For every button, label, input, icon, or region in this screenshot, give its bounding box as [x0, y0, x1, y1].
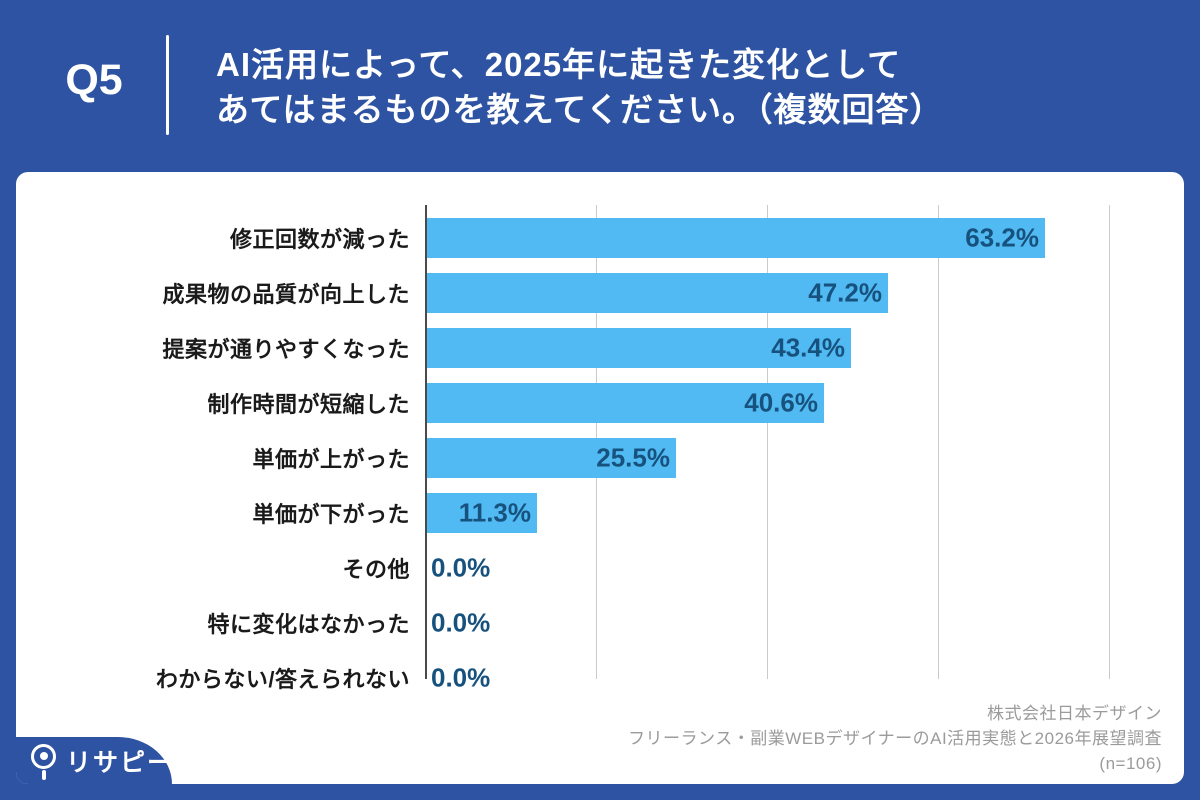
bar: [427, 327, 851, 368]
chart-card: 修正回数が減った 63.2% 成果物の品質が向上した 47.2% 提案が通りやすくなった…: [16, 172, 1184, 784]
value-label: 25.5%: [596, 442, 670, 472]
value-label: 11.3%: [458, 497, 531, 527]
bar-track: 40.6%: [425, 382, 1184, 423]
magnifier-icon: [28, 741, 60, 781]
chart-row: 提案が通りやすくなった 43.4%: [16, 320, 1184, 375]
chart-row: 成果物の品質が向上した 47.2%: [16, 265, 1184, 320]
bar-track: 0.0%: [425, 603, 1184, 643]
question-number: Q5: [65, 56, 123, 104]
page-title: AI活用によって、2025年に起きた変化として あてはまるものを教えてください。…: [216, 42, 944, 132]
chart-row: 単価が上がった 25.5%: [16, 430, 1184, 485]
chart-row: 制作時間が短縮した 40.6%: [16, 375, 1184, 430]
value-label: 0.0%: [431, 607, 491, 637]
bar: [427, 492, 537, 533]
bar-track: 47.2%: [425, 272, 1184, 313]
gridline: [767, 205, 768, 679]
attribution-sample-size: (n=106): [1099, 754, 1162, 773]
chart-row: 修正回数が減った 63.2%: [16, 210, 1184, 265]
category-label: 単価が下がった: [252, 501, 410, 527]
attribution: 株式会社日本デザイン フリーランス・副業WEBデザイナーのAI活用実態と2026…: [628, 701, 1162, 776]
value-label: 0.0%: [431, 662, 491, 692]
bar-track: 43.4%: [425, 327, 1184, 368]
chart-row: わからない/答えられない 0.0%: [16, 650, 1184, 705]
question-header: Q5 AI活用によって、2025年に起きた変化として あてはまるものを教えてくだ…: [0, 0, 1200, 172]
bar-track: 0.0%: [425, 658, 1184, 698]
chart-row: その他 0.0%: [16, 540, 1184, 595]
brand-logo-text: リサピー: [66, 748, 175, 777]
category-label: わからない/答えられない: [155, 666, 410, 692]
bar-track: 63.2%: [425, 217, 1184, 258]
bar: [427, 437, 676, 478]
attribution-company: 株式会社日本デザイン: [987, 704, 1162, 723]
category-label: 制作時間が短縮した: [207, 391, 410, 417]
bar-track: 0.0%: [425, 548, 1184, 588]
category-label: その他: [342, 556, 410, 582]
chart-row: 単価が下がった 11.3%: [16, 485, 1184, 540]
page-title-line-1: AI活用によって、2025年に起きた変化として: [216, 46, 902, 83]
value-label: 63.2%: [965, 222, 1039, 252]
bar-track: 25.5%: [425, 437, 1184, 478]
value-label: 43.4%: [771, 332, 845, 362]
bar: [427, 382, 824, 423]
bar-track: 11.3%: [425, 492, 1184, 533]
chart-row: 特に変化はなかった 0.0%: [16, 595, 1184, 650]
category-label: 成果物の品質が向上した: [162, 281, 410, 307]
gridline: [1109, 205, 1110, 679]
category-label: 特に変化はなかった: [207, 611, 410, 637]
brand-logo-tab: リサピー: [16, 737, 172, 784]
category-label: 単価が上がった: [252, 446, 410, 472]
gridline: [938, 205, 939, 679]
attribution-survey-title: フリーランス・副業WEBデザイナーのAI活用実態と2026年展望調査: [628, 729, 1162, 748]
y-axis-line: [425, 205, 427, 679]
value-label: 0.0%: [431, 552, 491, 582]
category-label: 修正回数が減った: [229, 226, 410, 252]
header-divider: [166, 35, 169, 135]
page-title-line-2: あてはまるものを教えてください。（複数回答）: [216, 91, 944, 128]
value-label: 47.2%: [808, 277, 882, 307]
category-label: 提案が通りやすくなった: [162, 336, 410, 362]
chart-rows: 修正回数が減った 63.2% 成果物の品質が向上した 47.2% 提案が通りやすくなった…: [16, 210, 1184, 705]
bar: [427, 272, 888, 313]
value-label: 40.6%: [744, 387, 818, 417]
bar: [427, 217, 1045, 258]
